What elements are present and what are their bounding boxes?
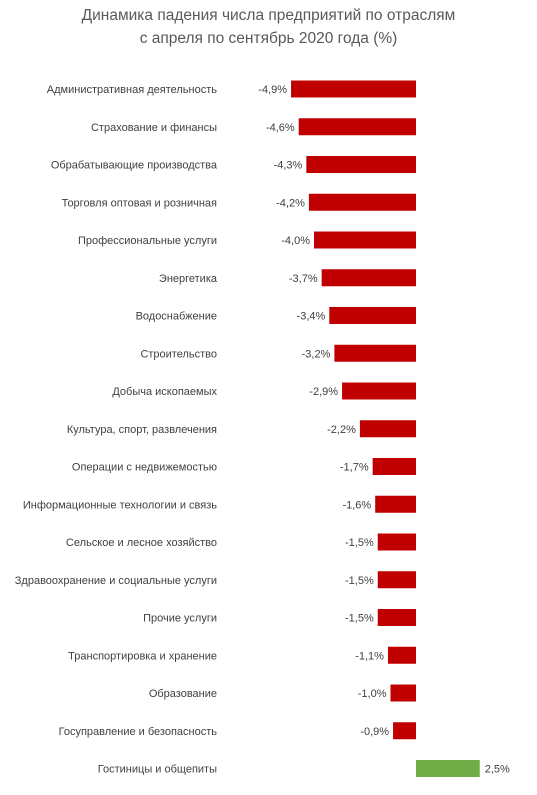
bar <box>393 722 416 740</box>
bar <box>306 156 416 173</box>
value-label: -1,5% <box>345 575 374 587</box>
bar <box>291 80 416 98</box>
category-label: Торговля оптовая и розничная <box>62 197 217 209</box>
value-label: -2,9% <box>309 386 338 398</box>
value-label: -1,5% <box>345 613 374 625</box>
category-label: Здравоохранение и социальные услуги <box>15 575 217 587</box>
category-label: Культура, спорт, развлечения <box>67 424 217 436</box>
bar <box>387 646 416 664</box>
value-label: -2,2% <box>327 424 356 436</box>
category-label: Добыча ископаемых <box>112 386 217 398</box>
bar <box>329 307 416 324</box>
value-label: -4,2% <box>276 197 305 209</box>
bar <box>321 269 416 287</box>
category-label: Профессиональные услуги <box>78 235 217 247</box>
bar <box>377 571 416 589</box>
bar <box>298 118 416 136</box>
category-label: Операции с недвижемостью <box>72 462 217 474</box>
category-label: Гостиницы и общепиты <box>98 764 217 776</box>
value-label: -4,0% <box>281 235 310 247</box>
value-label: -4,3% <box>274 160 303 172</box>
chart-subtitle: с апреля по сентябрь 2020 года (%) <box>139 30 398 47</box>
category-label: Транспортировка и хранение <box>68 650 217 662</box>
bar <box>334 344 416 362</box>
bar <box>390 684 416 702</box>
category-label: Энергетика <box>159 273 218 285</box>
bar <box>416 760 480 777</box>
value-label: -4,6% <box>266 122 295 134</box>
bar <box>314 231 416 249</box>
value-label: -1,5% <box>345 537 374 549</box>
value-label: -3,2% <box>302 348 331 360</box>
category-label: Госуправление и безопасность <box>59 726 218 738</box>
bar <box>308 193 416 211</box>
category-label: Административная деятельность <box>47 84 217 96</box>
category-label: Информационные технологии и связь <box>23 499 217 511</box>
category-label: Прочие услуги <box>143 613 217 625</box>
bar <box>377 609 416 626</box>
value-label: -3,7% <box>289 273 318 285</box>
category-label: Строительство <box>140 348 217 360</box>
bar <box>377 533 416 551</box>
value-label: -1,0% <box>358 688 387 700</box>
value-label: 2,5% <box>485 764 510 776</box>
bar <box>372 458 416 475</box>
value-label: -4,9% <box>258 84 287 96</box>
bar <box>359 420 416 438</box>
value-label: -0,9% <box>360 726 389 738</box>
category-label: Обрабатывающие производства <box>51 160 218 172</box>
bar <box>342 382 416 400</box>
value-label: -1,1% <box>355 650 384 662</box>
category-label: Страхование и финансы <box>91 122 217 134</box>
value-label: -1,6% <box>342 499 371 511</box>
category-label: Водоснабжение <box>136 311 217 323</box>
chart-title: Динамика падения числа предприятий по от… <box>81 7 456 24</box>
bar <box>375 495 416 513</box>
value-label: -3,4% <box>297 311 326 323</box>
category-label: Сельское и лесное хозяйство <box>66 537 217 549</box>
category-label: Образование <box>149 688 217 700</box>
value-label: -1,7% <box>340 462 369 474</box>
